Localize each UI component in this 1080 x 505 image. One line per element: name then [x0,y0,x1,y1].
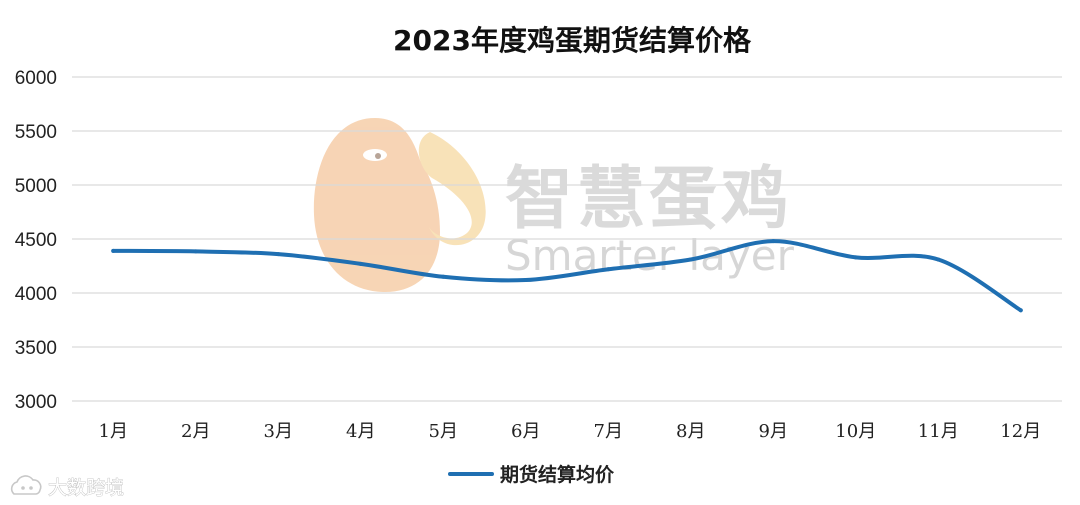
cloud-logo-icon [10,475,42,495]
data-point [193,249,198,254]
data-point [441,274,446,279]
data-point [276,252,281,257]
x-tick-label: 5月 [429,421,458,442]
watermark-cn: 智慧蛋鸡 [505,160,793,239]
chart-title: 2023年度鸡蛋期货结算价格 [393,24,752,57]
y-tick-label: 5000 [15,176,57,197]
y-tick-label: 5500 [15,122,57,143]
x-tick-label: 1月 [99,421,128,442]
data-point [771,239,776,244]
chicken-logo-icon [313,118,486,292]
x-tick-label: 4月 [346,421,375,442]
x-tick-label: 11月 [918,421,959,442]
grid-layer [72,76,1062,402]
x-tick-label: 9月 [759,421,788,442]
x-tick-label: 12月 [1000,421,1041,442]
x-tick-label: 7月 [594,421,623,442]
data-point [936,257,941,262]
data-point [853,255,858,260]
legend-label: 期货结算均价 [500,463,615,486]
y-tick-label: 4500 [15,230,57,251]
y-tick-label: 3500 [15,338,57,359]
data-point [606,267,611,272]
data-point [523,278,528,283]
corner-watermark: 大数跨境 [48,477,124,499]
x-tick-label: 8月 [676,421,705,442]
y-axis: 3000 3500 4000 4500 5000 5500 6000 [15,68,57,413]
x-tick-label: 6月 [511,421,540,442]
series-line [111,239,1023,313]
x-tick-label: 2月 [181,421,210,442]
legend: 期货结算均价 [448,463,615,486]
y-tick-label: 6000 [15,68,57,89]
series-layer [111,239,1023,313]
data-point [1018,308,1023,313]
x-tick-label: 10月 [835,421,876,442]
data-point [111,248,116,253]
data-point [688,257,693,262]
data-point [358,261,363,266]
x-axis: 1月 2月 3月 4月 5月 6月 7月 8月 9月 10月 11月 12月 [99,421,1042,442]
x-tick-label: 3月 [264,421,293,442]
y-tick-label: 4000 [15,284,57,305]
y-tick-label: 3000 [15,392,57,413]
